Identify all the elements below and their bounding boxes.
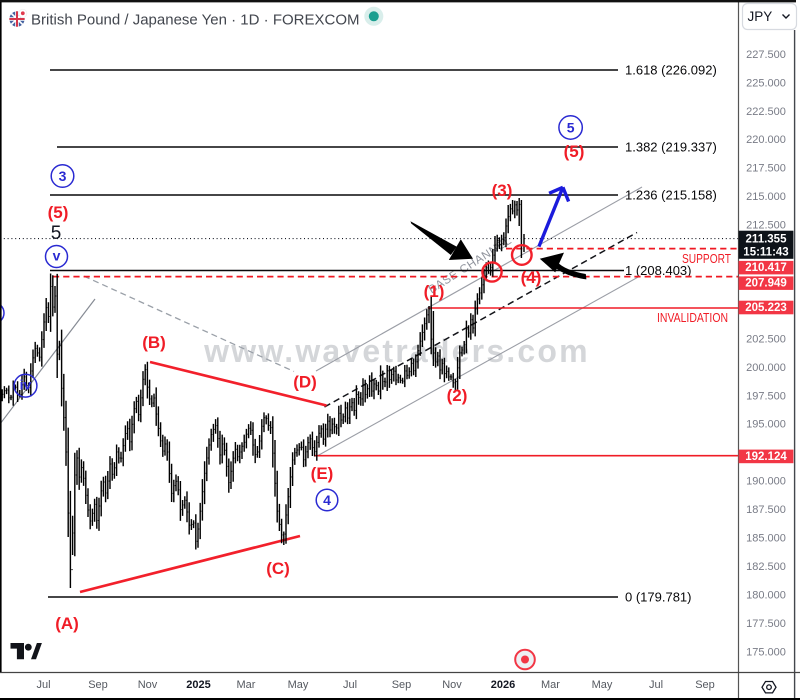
svg-text:197.500: 197.500	[746, 390, 786, 402]
svg-text:(2): (2)	[447, 386, 468, 405]
svg-text:185.000: 185.000	[746, 533, 786, 545]
svg-text:Jul: Jul	[649, 679, 663, 691]
svg-text:Mar: Mar	[541, 679, 560, 691]
svg-text:(4): (4)	[521, 268, 542, 287]
svg-text:INVALIDATION: INVALIDATION	[657, 310, 728, 325]
svg-text:Jul: Jul	[36, 679, 50, 691]
svg-text:225.000: 225.000	[746, 77, 786, 89]
svg-text:2026: 2026	[491, 679, 515, 691]
svg-text:4: 4	[323, 492, 331, 508]
svg-text:(A): (A)	[55, 614, 79, 633]
svg-text:175.000: 175.000	[746, 646, 786, 658]
svg-text:JPY: JPY	[748, 9, 773, 24]
svg-text:200.000: 200.000	[746, 362, 786, 374]
svg-text:(E): (E)	[311, 464, 334, 483]
svg-text:(3): (3)	[492, 181, 513, 200]
svg-text:195.000: 195.000	[746, 419, 786, 431]
svg-text:177.500: 177.500	[746, 618, 786, 630]
svg-text:5: 5	[567, 120, 575, 136]
svg-text:Sep: Sep	[695, 679, 715, 691]
svg-text:15:11:43: 15:11:43	[743, 247, 788, 259]
svg-text:1.236 (215.158): 1.236 (215.158)	[625, 188, 717, 203]
svg-text:211.355: 211.355	[746, 234, 788, 246]
svg-text:May: May	[592, 679, 613, 691]
svg-text:217.500: 217.500	[746, 163, 786, 175]
svg-text:Mar: Mar	[237, 679, 256, 691]
svg-text:212.500: 212.500	[746, 220, 786, 232]
svg-text:(5): (5)	[48, 203, 69, 222]
svg-text:215.000: 215.000	[746, 191, 786, 203]
svg-text:202.500: 202.500	[746, 333, 786, 345]
svg-text:1 (208.403): 1 (208.403)	[625, 263, 692, 278]
svg-text:(C): (C)	[266, 559, 290, 578]
svg-text:207.949: 207.949	[745, 278, 787, 290]
svg-text:Sep: Sep	[88, 679, 108, 691]
svg-text:(D): (D)	[293, 373, 317, 392]
svg-text:Jul: Jul	[343, 679, 357, 691]
svg-text:www.wavetraders.com: www.wavetraders.com	[203, 333, 590, 369]
svg-text:British Pound / Japanese Yen ·: British Pound / Japanese Yen · 1D · FORE…	[31, 12, 359, 29]
svg-text:192.124: 192.124	[745, 451, 787, 463]
svg-text:3: 3	[59, 168, 67, 184]
svg-text:5: 5	[51, 223, 62, 244]
svg-text:Nov: Nov	[442, 679, 462, 691]
svg-text:1.382 (219.337): 1.382 (219.337)	[625, 140, 717, 155]
svg-text:iv: iv	[20, 377, 32, 393]
svg-text:Sep: Sep	[392, 679, 412, 691]
svg-text:(1): (1)	[424, 282, 445, 301]
svg-text:205.223: 205.223	[745, 302, 787, 314]
svg-text:220.000: 220.000	[746, 134, 786, 146]
svg-text:May: May	[288, 679, 309, 691]
svg-text:227.500: 227.500	[746, 49, 786, 61]
svg-text:0 (179.781): 0 (179.781)	[625, 590, 692, 605]
svg-text:190.000: 190.000	[746, 476, 786, 488]
svg-text:(5): (5)	[564, 142, 585, 161]
svg-text:210.417: 210.417	[745, 262, 787, 274]
svg-text:(B): (B)	[142, 333, 166, 352]
svg-text:1.618 (226.092): 1.618 (226.092)	[625, 63, 717, 78]
svg-text:187.500: 187.500	[746, 504, 786, 516]
svg-text:222.500: 222.500	[746, 106, 786, 118]
svg-text:180.000: 180.000	[746, 589, 786, 601]
svg-text:v: v	[53, 248, 61, 264]
svg-text:SUPPORT: SUPPORT	[682, 251, 731, 266]
svg-text:Nov: Nov	[138, 679, 158, 691]
svg-text:2025: 2025	[186, 679, 210, 691]
svg-text:182.500: 182.500	[746, 561, 786, 573]
